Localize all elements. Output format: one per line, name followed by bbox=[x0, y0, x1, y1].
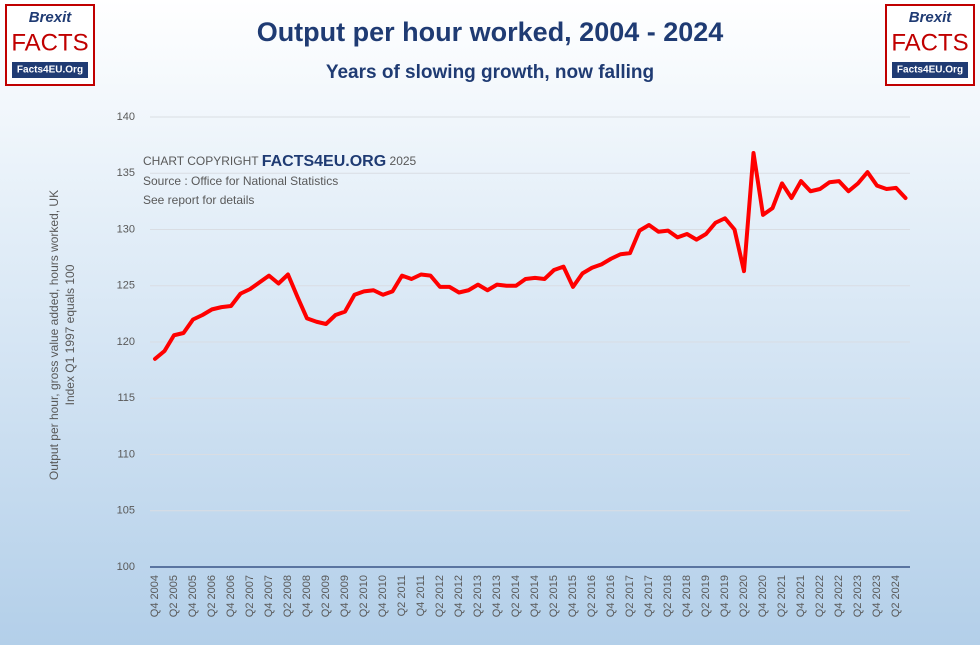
x-tick-label: Q2 2008 bbox=[282, 575, 294, 617]
x-tick-label: Q4 2023 bbox=[871, 575, 883, 617]
x-tick-label: Q2 2014 bbox=[510, 575, 522, 617]
x-tick-label: Q4 2009 bbox=[339, 575, 351, 617]
x-tick-label: Q2 2019 bbox=[700, 575, 712, 617]
y-tick-label: 110 bbox=[117, 448, 135, 460]
x-tick-label: Q4 2011 bbox=[415, 575, 427, 616]
copyright-year: 2025 bbox=[390, 154, 417, 168]
x-tick-label: Q4 2010 bbox=[377, 575, 389, 617]
logo-band bbox=[892, 62, 968, 78]
x-tick-label: Q2 2021 bbox=[776, 575, 788, 617]
logo-text: Brexit bbox=[909, 9, 953, 26]
x-tick-label: Q4 2007 bbox=[263, 575, 275, 617]
copyright: CHART COPYRIGHT FACTS4EU.ORG 2025 bbox=[143, 153, 417, 170]
logo-text: FACTS bbox=[11, 29, 88, 56]
x-tick-label: Q2 2005 bbox=[168, 575, 180, 617]
x-tick-label: Q4 2006 bbox=[225, 575, 237, 617]
logo-left: Brexit FACTS Facts4EU.Org bbox=[5, 4, 95, 86]
x-tick-label: Q2 2023 bbox=[852, 575, 864, 617]
y-tick-label: 140 bbox=[117, 111, 135, 123]
x-tick-label: Q2 2007 bbox=[244, 575, 256, 617]
y-tick-label: 120 bbox=[117, 336, 135, 348]
logo-text: Brexit bbox=[29, 9, 73, 26]
x-tick-label: Q2 2017 bbox=[624, 575, 636, 617]
x-tick-label: Q2 2009 bbox=[320, 575, 332, 617]
x-tick-label: Q4 2016 bbox=[605, 575, 617, 617]
y-tick-label: 125 bbox=[117, 280, 135, 292]
x-tick-label: Q2 2010 bbox=[358, 575, 370, 617]
x-tick-label: Q4 2012 bbox=[453, 575, 465, 617]
y-tick-label: 135 bbox=[117, 167, 135, 179]
x-tick-label: Q2 2012 bbox=[434, 575, 446, 617]
x-tick-label: Q4 2019 bbox=[719, 575, 731, 617]
x-tick-label: Q4 2004 bbox=[149, 575, 161, 617]
x-tick-label: Q4 2013 bbox=[491, 575, 503, 617]
x-tick-label: Q2 2015 bbox=[548, 575, 560, 617]
details-note: See report for details bbox=[143, 193, 254, 207]
y-tick-label: 105 bbox=[117, 505, 135, 517]
copyright-site: FACTS4EU.ORG bbox=[262, 153, 386, 170]
x-tick-label: Q2 2013 bbox=[472, 575, 484, 617]
chart-title: Output per hour worked, 2004 - 2024 bbox=[257, 17, 724, 47]
x-tick-label: Q4 2008 bbox=[301, 575, 313, 617]
logo-band bbox=[12, 62, 88, 78]
x-tick-label: Q2 2016 bbox=[586, 575, 598, 617]
y-tick-label: 115 bbox=[117, 392, 135, 404]
chart-subtitle: Years of slowing growth, now falling bbox=[326, 62, 654, 83]
data-line bbox=[153, 151, 908, 361]
x-tick-label: Q2 2018 bbox=[662, 575, 674, 617]
x-tick-label: Q4 2021 bbox=[795, 575, 807, 617]
x-tick-label: Q4 2017 bbox=[643, 575, 655, 617]
logo-text: FACTS bbox=[891, 29, 968, 56]
x-tick-label: Q4 2014 bbox=[529, 575, 541, 617]
x-tick-label: Q4 2015 bbox=[567, 575, 579, 617]
y-axis-label: Index Q1 1997 equals 100 bbox=[63, 264, 77, 405]
logo-text: Facts4EU.Org bbox=[17, 65, 83, 76]
x-tick-label: Q2 2022 bbox=[814, 575, 826, 617]
logo-text: Facts4EU.Org bbox=[897, 65, 963, 76]
source-note: Source : Office for National Statistics bbox=[143, 174, 338, 188]
x-tick-label: Q4 2022 bbox=[833, 575, 845, 617]
x-tick-label: Q4 2020 bbox=[757, 575, 769, 617]
x-tick-label: Q4 2018 bbox=[681, 575, 693, 617]
logo-right: Brexit FACTS Facts4EU.Org bbox=[885, 4, 975, 86]
x-tick-label: Q2 2024 bbox=[890, 575, 902, 617]
y-tick-label: 130 bbox=[117, 223, 135, 235]
x-tick-label: Q4 2005 bbox=[187, 575, 199, 617]
x-tick-label: Q2 2020 bbox=[738, 575, 750, 617]
x-tick-label: Q2 2006 bbox=[206, 575, 218, 617]
x-tick-label: Q2 2011 bbox=[396, 575, 408, 616]
copyright-prefix: CHART COPYRIGHT bbox=[143, 154, 259, 168]
y-tick-label: 100 bbox=[117, 561, 135, 573]
y-axis-label: Output per hour, gross value added, hour… bbox=[47, 190, 61, 480]
